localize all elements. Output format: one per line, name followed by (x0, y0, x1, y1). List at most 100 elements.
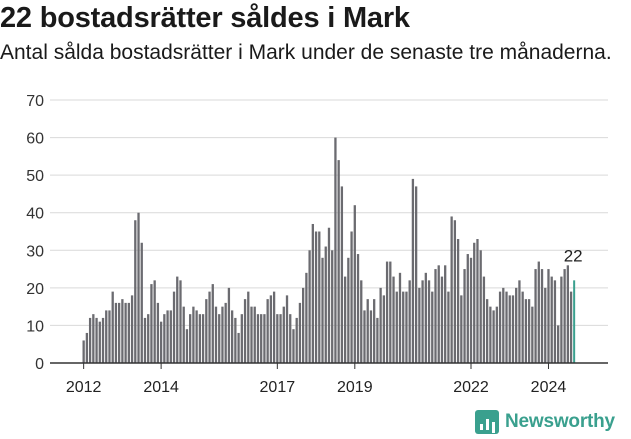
bar (537, 261, 540, 363)
bar (518, 280, 521, 363)
bar (479, 250, 482, 363)
bar (140, 242, 143, 363)
bar (114, 302, 118, 363)
bar (395, 291, 398, 363)
bar (411, 178, 415, 363)
bar (163, 314, 166, 363)
bar (250, 306, 253, 363)
bar (560, 276, 563, 363)
bar-latest (573, 280, 576, 363)
bar (247, 291, 250, 363)
y-tick-label: 0 (35, 356, 44, 373)
bar (198, 314, 202, 363)
bar (85, 332, 89, 363)
newsworthy-logo: Newsworthy (475, 407, 615, 437)
bar (311, 223, 314, 363)
bar (486, 299, 489, 363)
bar (369, 310, 373, 363)
y-tick-label: 70 (26, 93, 44, 110)
bar (234, 317, 237, 363)
bar (137, 212, 140, 363)
bar (305, 272, 308, 363)
latest-value-label: 22 (564, 246, 583, 265)
bar (240, 314, 243, 363)
y-tick-label: 60 (26, 131, 44, 148)
bar (282, 306, 285, 363)
bar (253, 306, 256, 363)
x-tick-label: 2019 (337, 379, 373, 396)
bar (498, 291, 502, 363)
bar (550, 276, 553, 363)
bar (557, 325, 560, 363)
bar (356, 254, 360, 363)
y-tick-label: 50 (26, 168, 44, 185)
bar (534, 269, 537, 363)
bar (127, 302, 130, 363)
bar (211, 284, 214, 363)
bar (279, 314, 282, 363)
bar (453, 220, 457, 363)
bar (408, 280, 411, 363)
bar (205, 299, 208, 363)
bar (389, 261, 392, 363)
bar (427, 280, 431, 363)
bar (82, 340, 85, 363)
bar (553, 280, 557, 363)
bar (382, 295, 386, 363)
bar (227, 287, 231, 363)
bar (544, 287, 547, 363)
bar (159, 321, 163, 363)
bar (256, 314, 260, 363)
bar (473, 242, 476, 363)
bar (379, 287, 382, 363)
bar (353, 205, 356, 363)
bar (121, 299, 124, 363)
bar (476, 239, 479, 363)
bar (172, 291, 176, 363)
bar (201, 314, 205, 363)
bar (385, 261, 389, 363)
bar (118, 302, 121, 363)
bar (321, 257, 324, 363)
chart-title: 22 bostadsrätter såldes i Mark (0, 2, 410, 34)
bar (285, 295, 289, 363)
y-tick-label: 30 (26, 243, 44, 260)
bar (482, 276, 486, 363)
bar (450, 216, 453, 363)
y-tick-label: 40 (26, 206, 44, 223)
bar (153, 280, 156, 363)
bar (318, 231, 321, 363)
bar (463, 269, 466, 363)
bar (363, 310, 366, 363)
bar (269, 295, 273, 363)
bar (302, 287, 305, 363)
bar (347, 257, 350, 363)
bar (376, 317, 379, 363)
bar (308, 250, 311, 363)
x-tick-label: 2017 (260, 379, 296, 396)
bar (179, 280, 182, 363)
bar (434, 269, 437, 363)
bar (547, 269, 550, 363)
bar (182, 306, 185, 363)
bar (521, 291, 524, 363)
bar (511, 295, 515, 363)
bar (398, 272, 402, 363)
bar (508, 295, 511, 363)
bar (444, 265, 447, 363)
bar (466, 254, 469, 363)
bar (150, 284, 153, 363)
bar (98, 321, 101, 363)
bar (495, 306, 498, 363)
bar (431, 291, 434, 363)
bar (405, 291, 408, 363)
bar (237, 332, 240, 363)
x-tick-label: 2022 (453, 379, 489, 396)
bar (524, 299, 528, 363)
bar (169, 310, 172, 363)
logo-text: Newsworthy (505, 411, 615, 432)
bar (166, 310, 169, 363)
bar (276, 314, 279, 363)
y-tick-label: 10 (26, 318, 44, 335)
bar (569, 291, 573, 363)
